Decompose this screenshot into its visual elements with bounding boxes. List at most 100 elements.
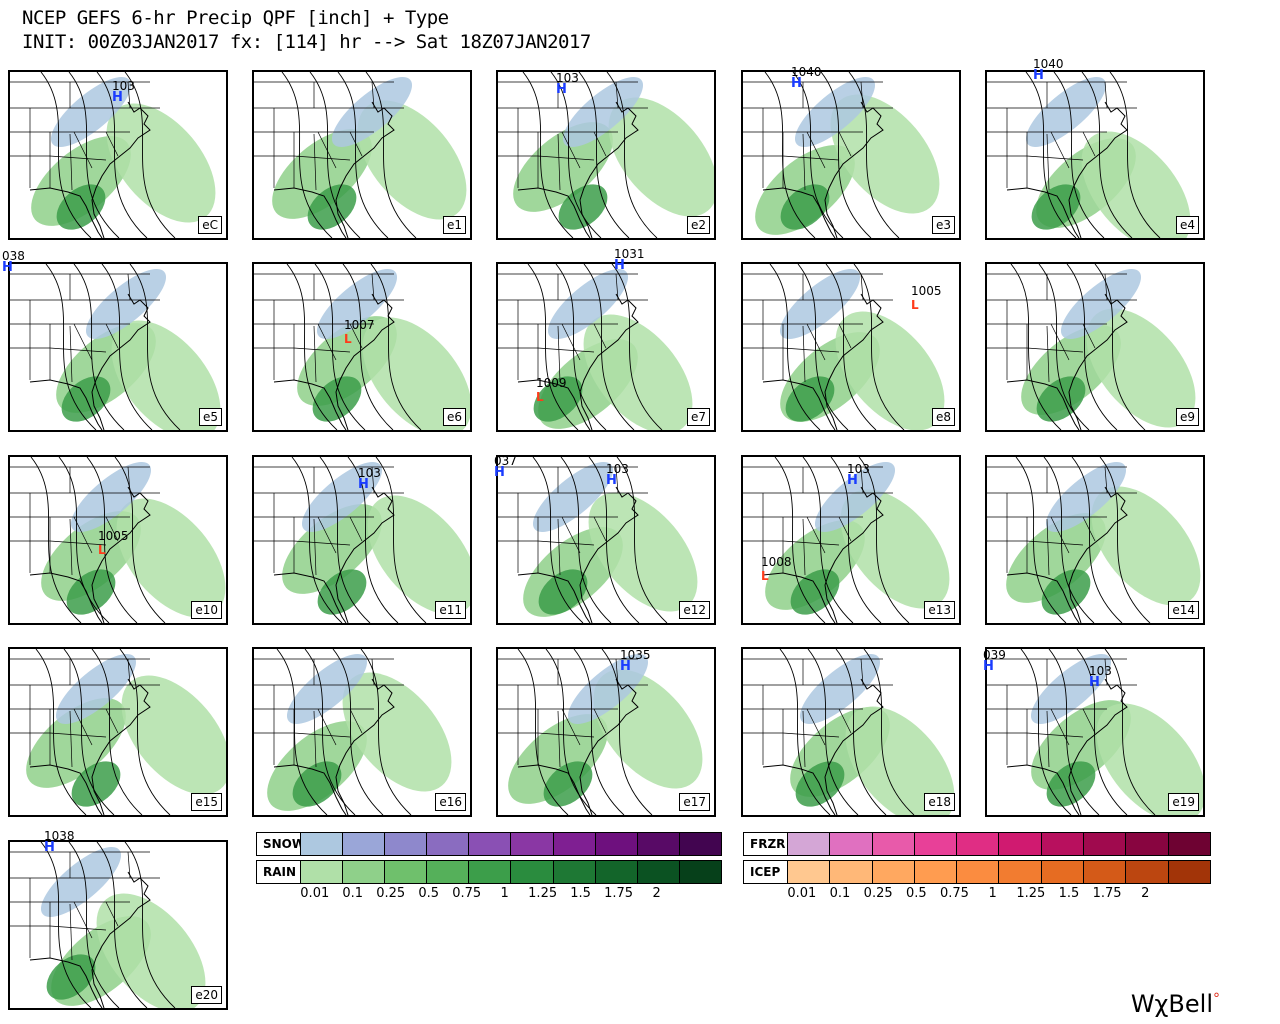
coastline bbox=[824, 678, 884, 815]
icep-swatch bbox=[872, 861, 915, 883]
state-boundary bbox=[537, 347, 595, 353]
isobar bbox=[286, 264, 338, 430]
state-boundary bbox=[73, 323, 93, 361]
precip-area bbox=[588, 492, 698, 612]
legend-tick-label: 0.5 bbox=[905, 886, 927, 901]
state-boundary bbox=[1046, 133, 1050, 191]
state-boundary bbox=[806, 323, 826, 361]
coastline bbox=[29, 379, 103, 430]
snow-swatch bbox=[301, 833, 344, 855]
precip-area bbox=[1030, 654, 1112, 724]
coastline bbox=[29, 957, 103, 1008]
pressure-value: 037 bbox=[494, 454, 517, 468]
state-boundary bbox=[1050, 131, 1070, 169]
member-label: e1 bbox=[442, 216, 466, 234]
isobar bbox=[779, 649, 831, 815]
legend-tick-label: 0.1 bbox=[342, 886, 364, 901]
legend-tick-label: 0.01 bbox=[300, 886, 330, 901]
precip-area bbox=[106, 103, 216, 223]
state-boundary bbox=[860, 466, 864, 494]
coastline bbox=[824, 101, 884, 238]
state-boundary bbox=[127, 658, 131, 686]
state-boundary bbox=[349, 516, 363, 542]
isobar bbox=[304, 649, 356, 815]
precip-area bbox=[71, 761, 121, 807]
coastline bbox=[335, 101, 395, 238]
isobar bbox=[578, 72, 630, 238]
pressure-value: 1005 bbox=[98, 529, 129, 543]
pressure-value: 1038 bbox=[44, 829, 75, 843]
precip-area bbox=[282, 504, 382, 594]
state-boundary bbox=[1046, 325, 1050, 383]
isobar bbox=[573, 649, 625, 815]
precip-map bbox=[10, 264, 221, 430]
ensemble-panel-e15: e15 bbox=[8, 647, 228, 817]
state-boundary bbox=[293, 732, 351, 738]
high-symbol: H bbox=[620, 659, 631, 674]
isobar bbox=[769, 264, 821, 430]
state-boundary bbox=[782, 155, 840, 161]
isobar bbox=[129, 264, 181, 430]
frzr-swatch bbox=[830, 833, 873, 855]
state-boundary bbox=[1046, 710, 1050, 768]
state-boundary bbox=[49, 732, 107, 738]
ensemble-panel-e2: 103 H e2 bbox=[496, 70, 716, 240]
frzr-swatch bbox=[957, 833, 1000, 855]
state-boundary bbox=[1050, 708, 1070, 746]
snow-swatch bbox=[595, 833, 638, 855]
coastline bbox=[1006, 379, 1080, 430]
high-symbol: H bbox=[1033, 68, 1044, 83]
isobar bbox=[68, 842, 120, 1008]
precip-area bbox=[538, 569, 588, 615]
state-boundary bbox=[313, 518, 317, 576]
legend-tick-label: 1.75 bbox=[604, 886, 634, 901]
snow-rain-legend: SNOW RAIN 0.01 0.1 0.25 0.5 0.75 1 1.25 1.5 1.75… bbox=[256, 832, 722, 912]
state-boundary bbox=[69, 710, 73, 768]
coastline bbox=[335, 678, 395, 815]
isobar bbox=[86, 457, 138, 623]
state-boundary bbox=[69, 133, 73, 191]
isobar bbox=[276, 649, 328, 815]
isobar bbox=[30, 457, 82, 623]
state-boundary bbox=[105, 131, 119, 157]
precip-area bbox=[558, 184, 608, 230]
precip-area bbox=[301, 462, 383, 532]
precip-area bbox=[532, 462, 614, 532]
legend-tick-label: 0.1 bbox=[829, 886, 851, 901]
state-boundary bbox=[615, 81, 619, 109]
state-boundary bbox=[1050, 323, 1070, 361]
legend-tick-label: 1.75 bbox=[1092, 886, 1122, 901]
frzr-swatch bbox=[1041, 833, 1085, 855]
icep-swatch bbox=[999, 861, 1042, 883]
coastline bbox=[517, 572, 591, 623]
member-label: e19 bbox=[1168, 793, 1199, 811]
rain-legend-label: RAIN bbox=[257, 861, 301, 883]
coastline bbox=[273, 187, 347, 238]
icep-swatch bbox=[1084, 861, 1127, 883]
state-boundary bbox=[557, 518, 561, 576]
legend-tick-label: 0.01 bbox=[787, 886, 817, 901]
precip-area bbox=[362, 317, 470, 430]
member-label: e11 bbox=[435, 601, 466, 619]
isobar bbox=[858, 457, 910, 623]
weatherbell-logo: WχBell° bbox=[1130, 990, 1220, 1018]
low-symbol: L bbox=[761, 569, 769, 583]
state-boundary bbox=[838, 516, 852, 542]
member-label: e16 bbox=[435, 793, 466, 811]
isobar bbox=[848, 72, 900, 238]
high-pressure-marker: 103 H bbox=[556, 72, 579, 96]
coastline bbox=[1068, 101, 1128, 238]
snow-legend-bar: SNOW bbox=[256, 832, 722, 856]
precip-area bbox=[814, 462, 896, 532]
state-boundary bbox=[593, 131, 607, 157]
pressure-value: 103 bbox=[847, 462, 870, 476]
member-label: e2 bbox=[686, 216, 710, 234]
isobar bbox=[1053, 72, 1105, 238]
high-symbol: H bbox=[112, 90, 123, 105]
state-boundary bbox=[371, 466, 375, 494]
isobar bbox=[835, 649, 887, 815]
precip-map bbox=[498, 649, 703, 815]
coastline bbox=[1006, 764, 1080, 815]
precip-area bbox=[1041, 569, 1091, 615]
